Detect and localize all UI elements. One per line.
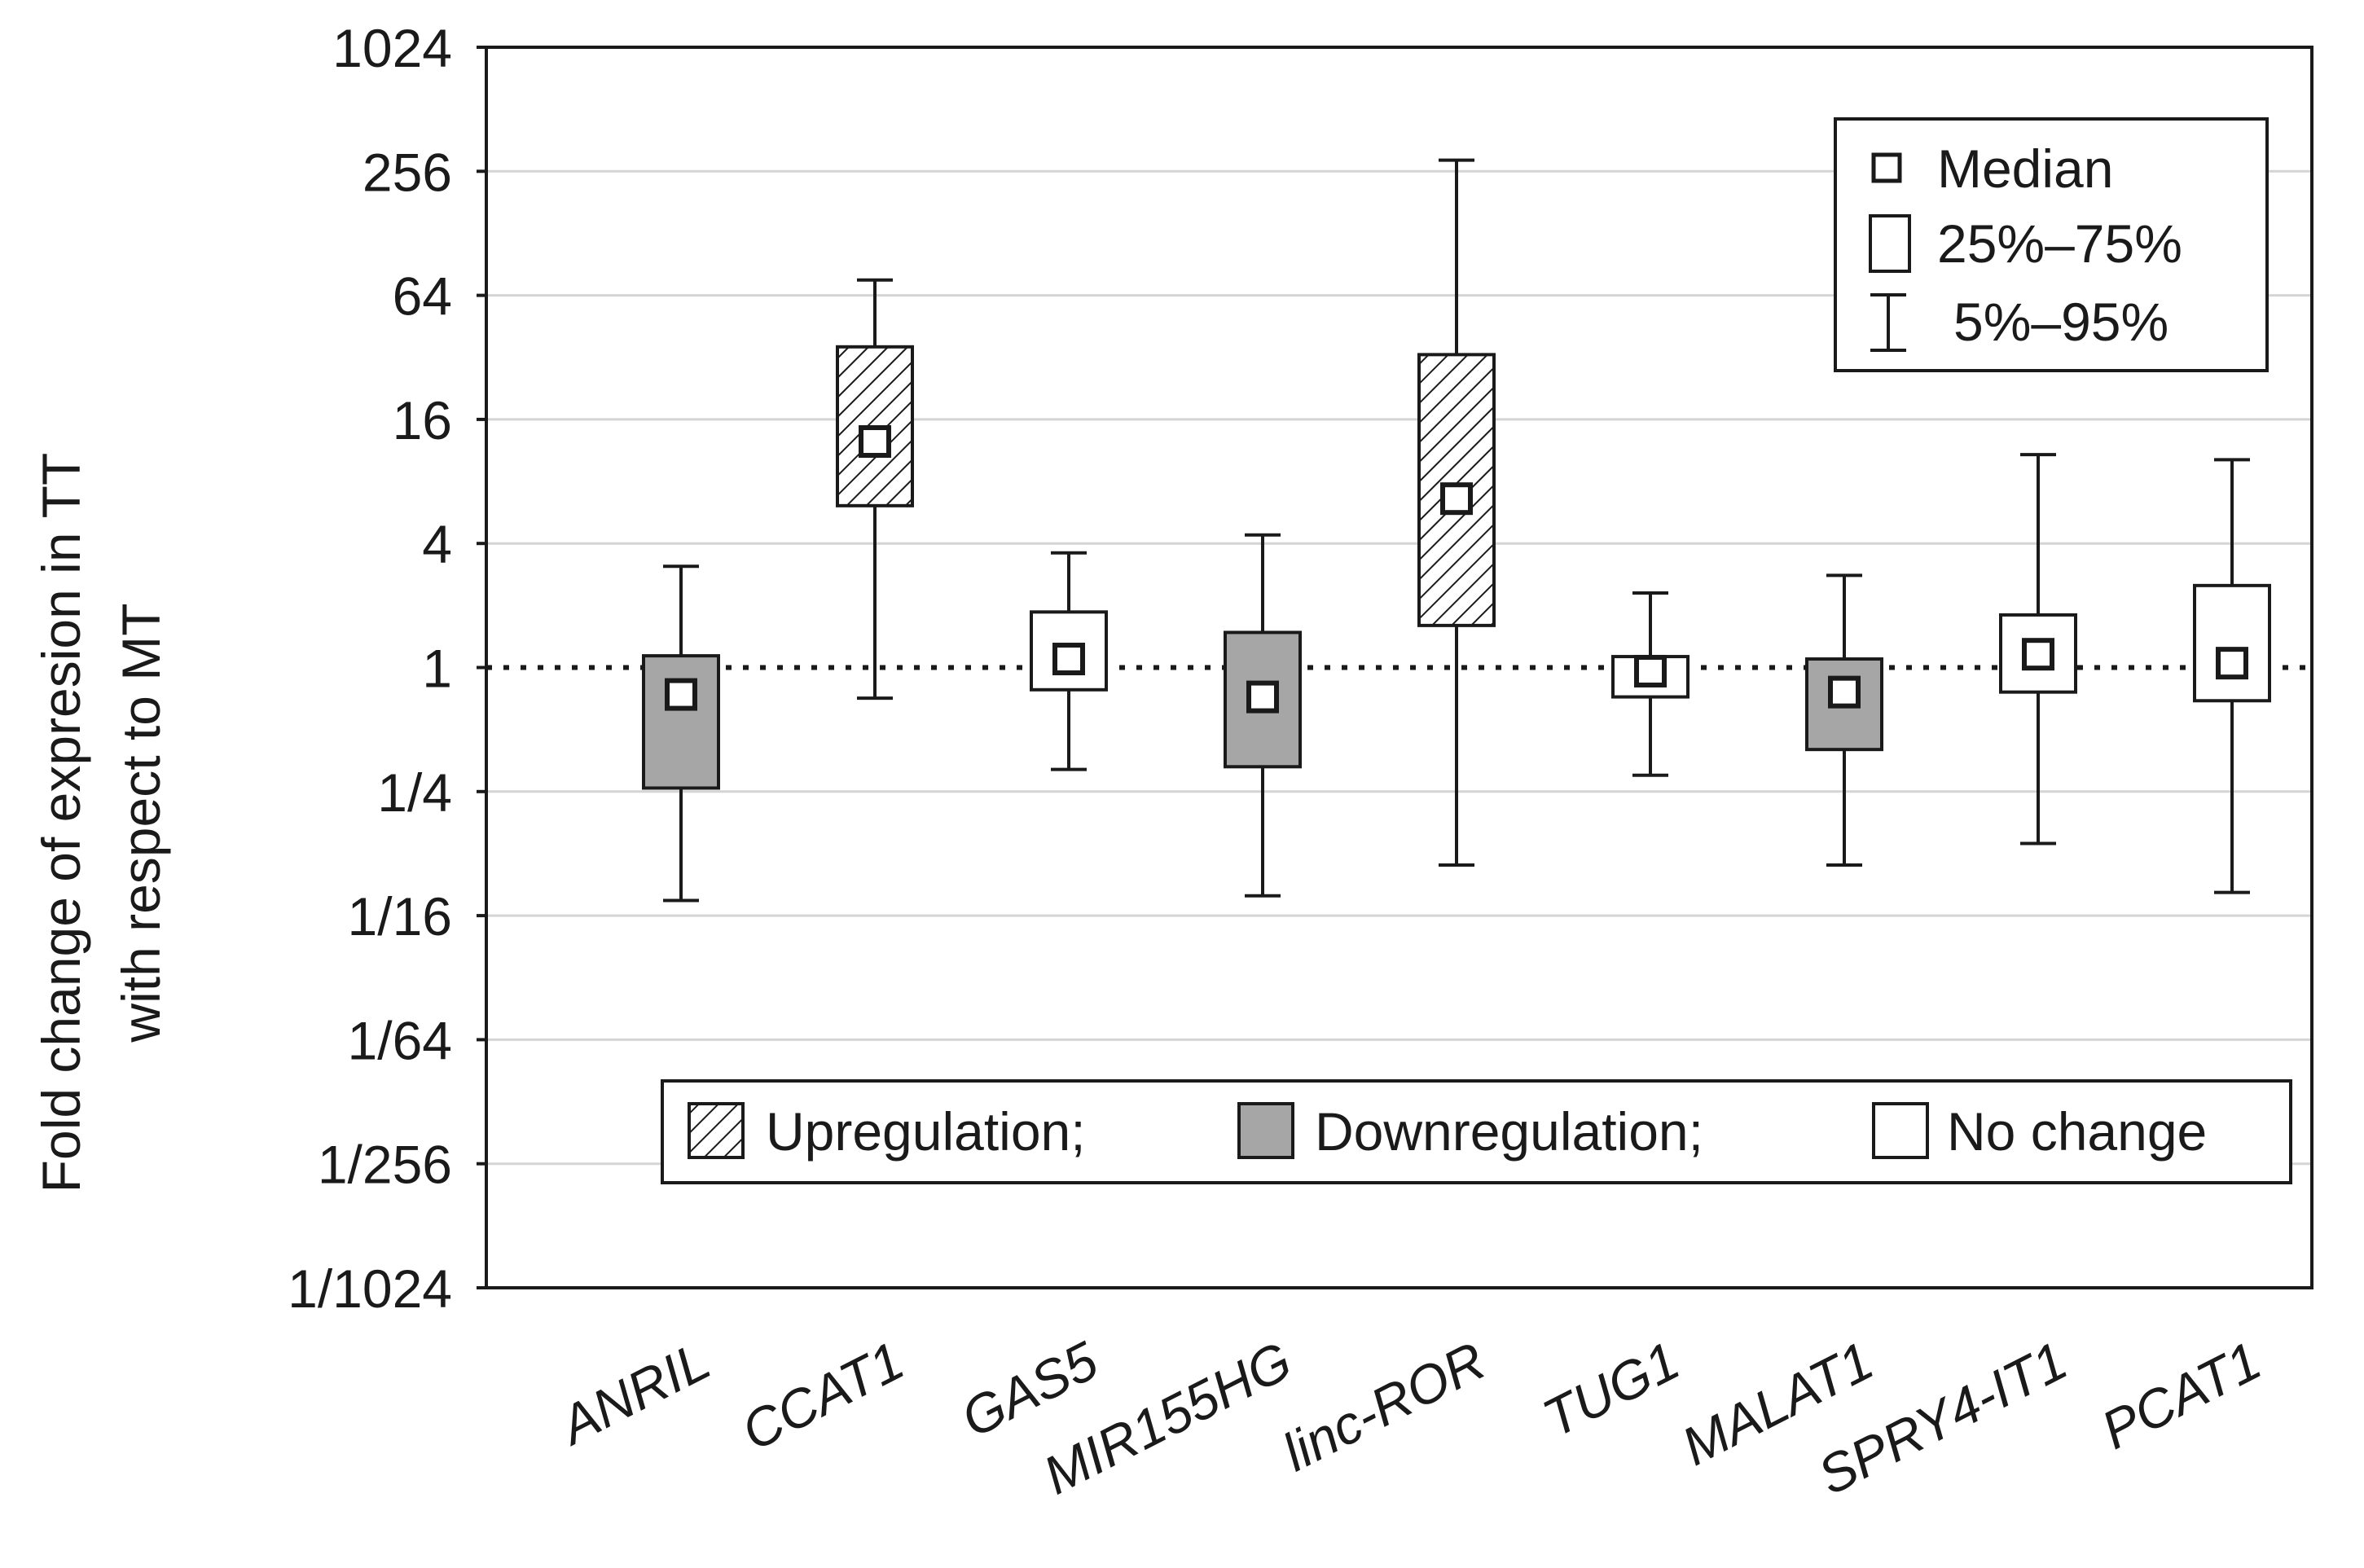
box-TUG1	[1611, 591, 1690, 777]
box-GAS5	[1030, 551, 1108, 771]
median-marker	[2216, 647, 2248, 680]
y-tick-labels: 1024 256 64 16 4 1 1/4 1/16 1/64 1/256 1/1024	[288, 18, 452, 1319]
median-marker	[1634, 654, 1667, 687]
boxes	[642, 158, 2271, 903]
y-axis-title-line-1: Fold change of expresion in TT	[31, 453, 91, 1193]
legend-whisker-symbol	[1870, 293, 1906, 352]
plot-frame	[485, 46, 2313, 1289]
y-tick-label: 256	[363, 142, 452, 202]
legend-median-label: Median	[1937, 138, 2113, 199]
y-tick-label: 16	[393, 390, 452, 450]
category-label: ANRIL	[547, 1330, 718, 1457]
box-MIR155HG	[1224, 533, 1302, 898]
y-tick-label: 1/1024	[288, 1258, 452, 1319]
category-label: CCAT1	[732, 1330, 913, 1462]
box-CCAT1	[836, 278, 914, 701]
y-tick-label: 64	[393, 266, 452, 327]
y-tick-label: 1/16	[348, 886, 452, 947]
y-tick-label: 1/256	[318, 1135, 452, 1195]
y-tick-label: 4	[422, 514, 452, 574]
median-marker	[665, 678, 697, 711]
legend-box-label: 25%–75%	[1937, 213, 2182, 274]
y-tick-label: 1/64	[348, 1010, 452, 1070]
category-label: linc-ROR	[1273, 1330, 1495, 1482]
legend-whisker-label: 5%–95%	[1953, 292, 2168, 352]
legend-up-label: Upregulation;	[766, 1101, 1086, 1162]
legend-none-label: No change	[1947, 1101, 2207, 1162]
iqr-box	[1224, 630, 1302, 769]
box-linc-ROR	[1417, 158, 1496, 867]
y-axis-title-line-2: with respect to MT	[111, 603, 171, 1043]
box-PCAT1	[2193, 458, 2271, 894]
median-marker	[2022, 638, 2054, 671]
median-marker	[1828, 675, 1861, 709]
y-tick-label: 1	[422, 639, 452, 699]
category-label: TUG1	[1533, 1330, 1688, 1449]
box-MALAT1	[1805, 573, 1883, 867]
median-marker	[1246, 680, 1279, 714]
legend-down-swatch	[1237, 1102, 1294, 1159]
box-ANRIL	[642, 564, 720, 903]
median-marker	[1440, 482, 1473, 516]
box-SPRY4-IT1	[1999, 453, 2077, 845]
median-marker	[1052, 643, 1085, 676]
stats-legend: Median 25%–75% 5%–95%	[1834, 117, 2269, 372]
iqr-box	[642, 654, 720, 790]
y-tick-label: 1024	[332, 18, 452, 78]
legend-up-swatch	[688, 1102, 745, 1159]
legend-box-symbol	[1869, 214, 1911, 273]
category-label: PCAT1	[2092, 1330, 2270, 1460]
y-tick-label: 1/4	[377, 762, 452, 823]
regulation-legend-frame	[661, 1079, 2292, 1184]
regulation-legend: Upregulation; Downregulation; No change	[661, 1079, 2292, 1184]
legend-down-label: Downregulation;	[1315, 1101, 1703, 1162]
median-marker	[859, 425, 891, 459]
legend-none-swatch	[1872, 1102, 1929, 1159]
iqr-box	[2193, 583, 2271, 703]
legend-median-symbol	[1871, 152, 1902, 183]
